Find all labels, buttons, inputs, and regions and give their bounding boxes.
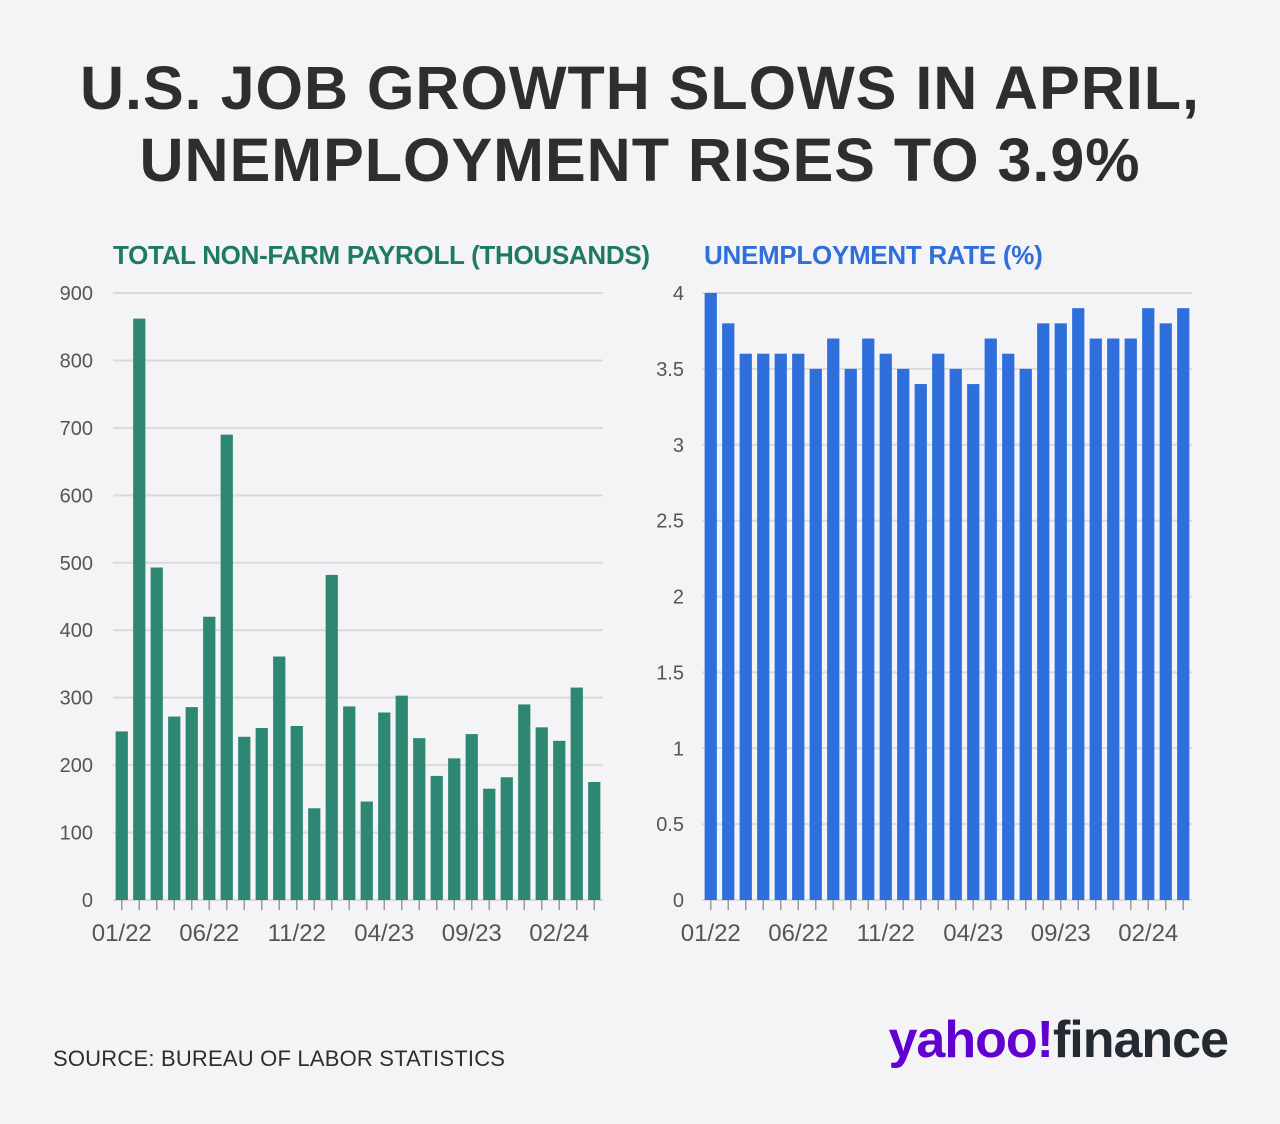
bar-10-22	[862, 338, 875, 900]
bar-12-23	[1107, 338, 1120, 900]
y-tick-label: 800	[60, 350, 93, 372]
y-tick-label: 900	[60, 283, 93, 305]
headline: U.S. JOB GROWTH SLOWS IN APRIL, UNEMPLOY…	[0, 52, 1280, 196]
bar-04-24	[588, 781, 601, 900]
x-tick-label: 01/22	[681, 920, 741, 947]
bar-03-24	[1159, 323, 1172, 901]
x-tick-label: 11/22	[857, 920, 915, 947]
bar-01-22	[704, 293, 717, 900]
bar-05-23	[984, 338, 997, 900]
bar-11-22	[879, 353, 892, 900]
source-note: SOURCE: BUREAU OF LABOR STATISTICS	[53, 1046, 506, 1071]
bar-10-23	[483, 788, 496, 900]
bar-03-22	[739, 353, 752, 900]
unemployment-bar-chart: 0 0.5 1 1.5 2 2.5 3 3.5 4 01/22 06/22 11/22 04/23 09/…	[656, 283, 1192, 947]
bar-03-23	[360, 801, 373, 900]
payroll-bar-chart: 0 100 200 300 400 500 600 700 800 900 01/22 06/22 11…	[60, 283, 603, 947]
bar-04-23	[967, 384, 980, 900]
unemployment-chart-title: UNEMPLOYMENT RATE (%)	[704, 240, 1043, 270]
bar-03-23	[949, 368, 962, 900]
bar-08-23	[448, 758, 461, 900]
headline-line-1: U.S. JOB GROWTH SLOWS IN APRIL,	[80, 54, 1200, 122]
bar-06-23	[413, 738, 426, 900]
x-tick-label: 02/24	[1118, 920, 1178, 947]
bar-05-23	[395, 695, 408, 900]
bar-01-23	[325, 574, 338, 900]
x-tick-label: 06/22	[768, 920, 828, 947]
logo-brand: yahoo!	[888, 1011, 1053, 1069]
y-tick-label: 200	[60, 755, 93, 777]
bar-08-22	[238, 736, 251, 900]
bar-12-22	[308, 808, 321, 900]
bar-07-22	[809, 368, 822, 900]
y-tick-label: 3	[673, 435, 684, 457]
y-tick-label: 300	[60, 688, 93, 710]
bar-08-23	[1037, 323, 1050, 901]
bar-02-24	[1142, 308, 1155, 900]
bar-04-22	[757, 353, 770, 900]
bar-01-23	[914, 384, 927, 900]
bar-04-23	[378, 712, 391, 900]
bar-10-22	[273, 656, 286, 900]
x-tick-label: 09/23	[1031, 920, 1091, 947]
y-tick-label: 700	[60, 418, 93, 440]
x-tick-label: 01/22	[92, 920, 152, 947]
bar-02-24	[553, 740, 566, 900]
x-tick-label: 11/22	[268, 920, 326, 947]
headline-line-2: UNEMPLOYMENT RISES TO 3.9%	[139, 126, 1141, 194]
bar-02-23	[343, 706, 356, 900]
bar-03-22	[150, 567, 163, 900]
bar-10-23	[1072, 308, 1085, 900]
bar-07-23	[430, 775, 443, 900]
bar-07-22	[220, 434, 233, 900]
bar-09-22	[844, 368, 857, 900]
bar-12-23	[518, 704, 531, 900]
bar-02-22	[722, 323, 735, 901]
bar-01-24	[1124, 338, 1137, 900]
payroll-chart-title: TOTAL NON-FARM PAYROLL (THOUSANDS)	[113, 240, 650, 270]
bar-04-24	[1177, 308, 1190, 900]
bar-04-22	[168, 716, 181, 900]
y-tick-label: 0	[673, 890, 684, 912]
x-tick-label: 09/23	[442, 920, 502, 947]
bar-07-23	[1019, 368, 1032, 900]
y-tick-label: 2	[673, 587, 684, 609]
y-tick-label: 2.5	[656, 511, 684, 533]
bar-01-24	[535, 727, 548, 900]
y-tick-label: 0.5	[656, 814, 684, 836]
yahoo-finance-logo: yahoo!finance	[888, 1008, 1229, 1072]
bar-06-22	[792, 353, 805, 900]
y-tick-label: 1.5	[656, 662, 684, 684]
bar-02-23	[932, 353, 945, 900]
y-tick-label: 400	[60, 620, 93, 642]
y-tick-label: 4	[673, 283, 684, 305]
bar-11-23	[1089, 338, 1102, 900]
bar-01-22	[115, 731, 128, 900]
x-tick-label: 04/23	[354, 920, 414, 947]
bar-09-23	[465, 734, 478, 900]
bar-12-22	[897, 368, 910, 900]
bar-09-23	[1054, 323, 1067, 901]
bar-06-23	[1002, 353, 1015, 900]
bar-11-23	[500, 777, 513, 900]
bar-03-24	[570, 687, 583, 900]
logo-product: finance	[1052, 1011, 1229, 1069]
bar-06-22	[203, 616, 216, 900]
y-tick-label: 3.5	[656, 359, 684, 381]
x-tick-label: 06/22	[179, 920, 239, 947]
bar-05-22	[774, 353, 787, 900]
x-tick-label: 04/23	[943, 920, 1003, 947]
bar-11-22	[290, 725, 303, 900]
y-tick-label: 1	[673, 738, 684, 760]
bar-09-22	[255, 728, 268, 900]
bar-02-22	[133, 318, 146, 900]
bar-05-22	[185, 707, 198, 900]
y-tick-label: 0	[82, 890, 93, 912]
bar-08-22	[827, 338, 840, 900]
y-tick-label: 100	[60, 823, 93, 845]
y-tick-label: 600	[60, 485, 93, 507]
y-tick-label: 500	[60, 553, 93, 575]
x-tick-label: 02/24	[529, 920, 589, 947]
